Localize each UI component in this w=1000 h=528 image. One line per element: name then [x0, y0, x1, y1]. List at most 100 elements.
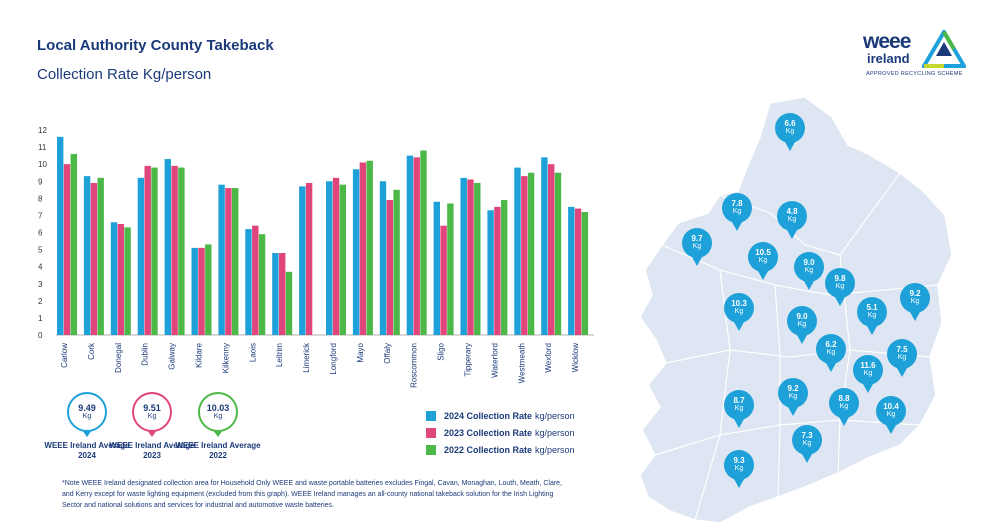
map-pin-value: 9.2 — [909, 289, 921, 298]
y-tick-label: 7 — [38, 211, 43, 220]
x-category-label: Galway — [168, 343, 177, 370]
map-pin-donegal: 6.6 Kg — [775, 113, 805, 151]
x-category-label: Roscommon — [410, 343, 419, 388]
bar — [144, 165, 151, 335]
map-pin-galway: 10.3 Kg — [724, 293, 754, 331]
map-pin-value: 11.6 — [860, 361, 876, 370]
logo-word-ireland: ireland — [867, 51, 910, 66]
bar — [83, 176, 91, 335]
bar — [514, 167, 521, 335]
bar — [305, 182, 313, 335]
x-category-label: Mayo — [356, 342, 365, 362]
footnote: *Note WEEE Ireland designated collection… — [62, 480, 563, 509]
map-pin-value: 7.3 — [801, 431, 813, 440]
y-tick-label: 11 — [38, 143, 47, 152]
map-pin-waterford: 7.3 Kg — [792, 425, 822, 463]
bar — [406, 155, 414, 335]
average-2022-label: WEEE Ireland Average 2022 — [175, 441, 261, 460]
bar — [124, 227, 131, 335]
map-pin-unit: Kg — [897, 354, 907, 361]
legend-swatch-2024 — [426, 411, 436, 421]
map-pin-unit: Kg — [692, 243, 702, 250]
bar — [252, 225, 259, 335]
map-pin-unit: Kg — [802, 440, 812, 447]
map-pin-wicklow: 7.5 Kg — [887, 339, 917, 377]
legend-unit-2022: kg/person — [535, 445, 575, 455]
bar — [326, 181, 333, 335]
map-pin-value: 6.6 — [784, 119, 796, 128]
map-pin-value: 9.0 — [803, 258, 815, 267]
bar — [433, 201, 440, 335]
y-tick-label: 3 — [38, 280, 43, 289]
map-pin-value: 9.2 — [787, 384, 799, 393]
bar — [359, 162, 367, 335]
bar — [474, 182, 481, 335]
x-category-label: Laois — [248, 343, 257, 362]
map-pin-value: 8.8 — [838, 394, 850, 403]
y-tick-label: 1 — [38, 314, 43, 323]
average-2024-unit: Kg — [82, 413, 92, 420]
bar — [272, 253, 279, 335]
bar — [548, 164, 555, 335]
x-category-label: Offaly — [383, 343, 392, 364]
x-category-label: Dublin — [141, 343, 150, 366]
bar — [494, 206, 501, 335]
logo-word-weee: weee — [863, 30, 911, 53]
map-pin-unit: Kg — [787, 216, 797, 223]
bar — [279, 253, 286, 335]
bar — [352, 169, 360, 335]
map-pin-value: 8.7 — [733, 396, 745, 405]
bar — [151, 167, 158, 335]
bar — [366, 160, 373, 335]
map-pin-unit: Kg — [785, 128, 795, 135]
y-tick-label: 10 — [38, 160, 47, 169]
bar — [110, 222, 118, 335]
map-pin-cork: 9.3 Kg — [724, 450, 754, 488]
bar — [285, 271, 293, 335]
legend-label-2024: 2024 Collection Rate — [444, 411, 533, 421]
legend-item-2023: 2023 Collection Rate kg/person — [426, 425, 575, 441]
bar — [460, 177, 467, 335]
legend-label-2022: 2022 Collection Rate — [444, 445, 533, 455]
bar — [447, 203, 454, 335]
map-pin-tipperary: 9.2 Kg — [778, 378, 808, 416]
bar — [232, 188, 239, 335]
x-category-label: Kilkenny — [221, 343, 230, 373]
y-tick-label: 12 — [38, 126, 47, 135]
map-pin-unit: Kg — [826, 349, 836, 356]
bar — [386, 200, 393, 335]
map-pin-leitrim: 4.8 Kg — [777, 201, 807, 239]
map-pin-limerick: 8.7 Kg — [724, 390, 754, 428]
legend-unit-2023: kg/person — [535, 428, 575, 438]
map-pin-value: 10.3 — [731, 299, 747, 308]
x-category-label: Limerick — [302, 342, 311, 373]
bar — [467, 179, 474, 335]
map-pin-wexford: 10.4 Kg — [876, 396, 906, 434]
map-pin-longford: 9.0 Kg — [794, 252, 824, 290]
map-pin-unit: Kg — [804, 267, 814, 274]
bar — [198, 247, 205, 335]
x-category-label: Sligo — [437, 342, 446, 360]
x-category-label: Westmeath — [517, 343, 526, 383]
average-2023-value: 9.51 — [143, 403, 161, 413]
map-pin-value: 7.5 — [896, 345, 908, 354]
bar — [178, 167, 185, 335]
bar — [554, 172, 562, 335]
bar — [164, 159, 171, 335]
map-pin-value: 9.3 — [733, 456, 745, 465]
bar — [413, 157, 420, 335]
average-2023-label: WEEE Ireland Average 2023 — [109, 441, 195, 460]
map-pin-laois: 6.2 Kg — [816, 334, 846, 372]
bar — [63, 164, 71, 335]
map-pin-unit: Kg — [788, 393, 798, 400]
y-tick-label: 8 — [38, 194, 43, 203]
bar — [541, 157, 548, 335]
map-pin-value: 9.8 — [834, 274, 846, 283]
map-pin-value: 10.5 — [755, 248, 771, 257]
x-category-label: Tipperary — [464, 343, 473, 377]
map-pin-unit: Kg — [734, 465, 744, 472]
x-category-label: Carlow — [60, 343, 69, 368]
bar — [574, 208, 582, 335]
map-pin-unit: Kg — [867, 312, 877, 319]
